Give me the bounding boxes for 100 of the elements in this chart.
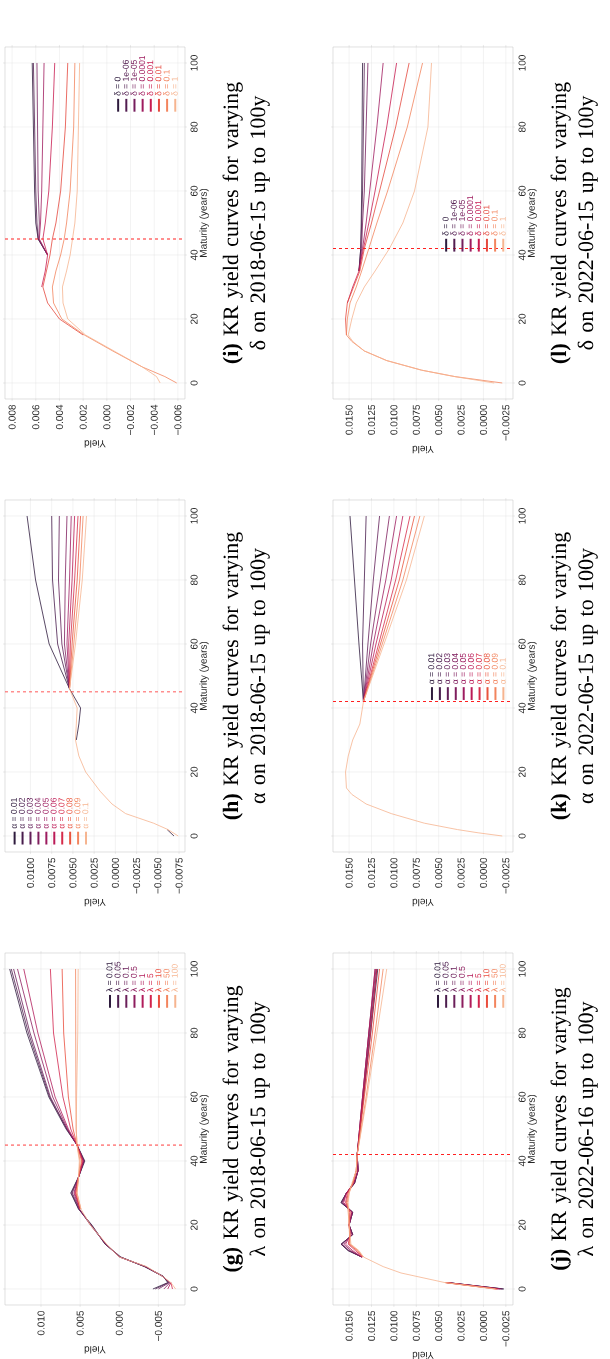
text: α = 0.01 bbox=[428, 653, 435, 684]
x-tick-label: 0.0100 bbox=[390, 404, 398, 435]
text: (g) KR yield curves for varying λ on 2018-06-15 up to 100y bbox=[222, 985, 270, 1272]
x-tick-label: 0.0025 bbox=[90, 857, 98, 888]
y-tick-label: 80 bbox=[190, 574, 198, 586]
text: α = 0.06 bbox=[467, 653, 474, 684]
text: (j) KR yield curves for varying λ on 2022-06-16 up to 100y bbox=[550, 987, 598, 1270]
x-tick-label: 0.010 bbox=[37, 1310, 45, 1336]
y-tick-label: 100 bbox=[190, 961, 198, 977]
x-tick-label: 0.0050 bbox=[69, 857, 77, 888]
y-tick-label: 0 bbox=[190, 833, 198, 839]
text: α = 0.02 bbox=[18, 798, 25, 829]
y-tick-label: 20 bbox=[190, 1219, 198, 1231]
y-tick-label: 80 bbox=[518, 121, 526, 133]
text: (i) KR yield curves for varying δ on 2018-06-15 up to 100y bbox=[222, 82, 270, 364]
x-tick-label: 0.0150 bbox=[345, 857, 353, 888]
y-axis-title: Maturity (years) bbox=[199, 641, 209, 710]
x-tick-label: 0.0025 bbox=[457, 404, 465, 435]
text: δ = 0.1 bbox=[491, 209, 498, 236]
y-tick-label: 100 bbox=[518, 508, 526, 524]
y-tick-label: 80 bbox=[518, 1027, 526, 1039]
x-tick-label: −0.0025 bbox=[502, 857, 510, 894]
x-tick-label: 0.0100 bbox=[26, 857, 34, 888]
y-axis-title: Maturity (years) bbox=[527, 1094, 537, 1163]
text: α = 0.01 bbox=[10, 797, 17, 829]
x-tick-label: 0.0025 bbox=[457, 1310, 465, 1341]
y-tick-label: 60 bbox=[190, 638, 198, 650]
text: λ = 0.05 bbox=[114, 961, 121, 992]
text: δ = 1 bbox=[171, 77, 178, 96]
text: α = 0.09 bbox=[74, 797, 81, 829]
text: λ = 0.1 bbox=[450, 966, 457, 992]
x-tick-label: 0.0000 bbox=[479, 1310, 487, 1341]
x-tick-label: 0.004 bbox=[55, 404, 63, 430]
x-tick-label: −0.004 bbox=[150, 404, 158, 435]
text: λ = 0.5 bbox=[130, 966, 137, 992]
text: α = 0.08 bbox=[483, 653, 490, 684]
y-tick-label: 60 bbox=[518, 1091, 526, 1103]
text: λ = 1 bbox=[138, 973, 145, 992]
text: λ = 50 bbox=[163, 968, 170, 992]
x-tick-label: 0.0075 bbox=[412, 857, 420, 888]
text: α = 0.1 bbox=[82, 802, 89, 829]
x-axis-title: Yield bbox=[84, 898, 106, 907]
text: δ = 0.01 bbox=[155, 65, 162, 96]
y-axis-title: Maturity (years) bbox=[527, 641, 537, 710]
text: (h) KR yield curves for varying α on 2018-06-15 up to 100y bbox=[222, 532, 270, 820]
text: δ = 0.01 bbox=[483, 205, 490, 236]
text: δ = 0 bbox=[114, 77, 121, 96]
y-tick-label: 40 bbox=[518, 249, 526, 261]
x-tick-label: 0.002 bbox=[79, 405, 87, 430]
x-tick-label: 0.0075 bbox=[412, 1310, 420, 1341]
y-tick-label: 20 bbox=[518, 766, 526, 778]
text: δ = 1e-06 bbox=[122, 60, 129, 96]
text: (l) KR yield curves for varying δ on 2022-06-15 up to 100y bbox=[550, 82, 598, 364]
text: δ = 1e-05 bbox=[130, 60, 137, 96]
text: α = 0.08 bbox=[66, 797, 73, 829]
y-tick-label: 20 bbox=[190, 313, 198, 325]
text: λ = 1 bbox=[466, 973, 473, 992]
x-tick-label: 0.000 bbox=[115, 1310, 123, 1336]
text: α = 0.04 bbox=[452, 653, 459, 684]
x-axis-title: Yield bbox=[84, 1346, 106, 1354]
x-tick-label: 0.0075 bbox=[412, 404, 420, 435]
x-tick-label: 0.0050 bbox=[435, 1310, 443, 1341]
x-tick-label: −0.0075 bbox=[175, 857, 183, 894]
text: λ = 100 bbox=[499, 964, 506, 992]
y-tick-label: 100 bbox=[518, 55, 526, 71]
text: δ = 0 bbox=[442, 216, 449, 236]
y-tick-label: 40 bbox=[518, 702, 526, 714]
x-tick-label: −0.002 bbox=[126, 405, 135, 435]
text: δ = 0.1 bbox=[163, 70, 170, 96]
x-axis-title: Yield bbox=[412, 445, 434, 454]
y-axis-title: Maturity (years) bbox=[527, 188, 537, 257]
y-axis-title: Maturity (years) bbox=[199, 188, 209, 257]
text: δ = 0.0001 bbox=[138, 55, 146, 96]
text: λ = 0.05 bbox=[442, 961, 449, 992]
text: λ = 5 bbox=[474, 973, 482, 992]
y-tick-label: 80 bbox=[518, 574, 526, 586]
x-tick-label: −0.0050 bbox=[154, 857, 162, 894]
x-tick-label: 0.0125 bbox=[367, 404, 376, 435]
text: α = 0.05 bbox=[42, 797, 49, 829]
y-tick-label: 0 bbox=[518, 1286, 526, 1292]
y-tick-label: 0 bbox=[518, 380, 526, 386]
y-tick-label: 40 bbox=[190, 702, 198, 714]
text: δ = 1e-06 bbox=[450, 200, 457, 236]
x-tick-label: 0.0075 bbox=[48, 857, 56, 888]
text: δ = 1 bbox=[499, 217, 506, 236]
x-axis-title: Yield bbox=[412, 898, 434, 907]
y-tick-label: 80 bbox=[190, 121, 198, 133]
text: λ = 0.1 bbox=[122, 966, 129, 992]
x-tick-label: −0.006 bbox=[174, 404, 182, 435]
x-tick-label: 0.000 bbox=[103, 404, 111, 430]
text: α = 0.02 bbox=[436, 653, 443, 684]
x-tick-label: 0.0100 bbox=[390, 1310, 398, 1341]
text: δ = 0.0001 bbox=[466, 195, 474, 236]
text: λ = 0.01 bbox=[106, 961, 113, 992]
x-tick-label: 0.0000 bbox=[479, 857, 487, 888]
y-axis-title: Maturity (years) bbox=[199, 1094, 209, 1163]
x-tick-label: 0.008 bbox=[8, 404, 16, 430]
y-tick-label: 100 bbox=[518, 961, 526, 977]
text: α = 0.06 bbox=[50, 797, 57, 829]
x-tick-label: 0.0125 bbox=[367, 857, 376, 888]
